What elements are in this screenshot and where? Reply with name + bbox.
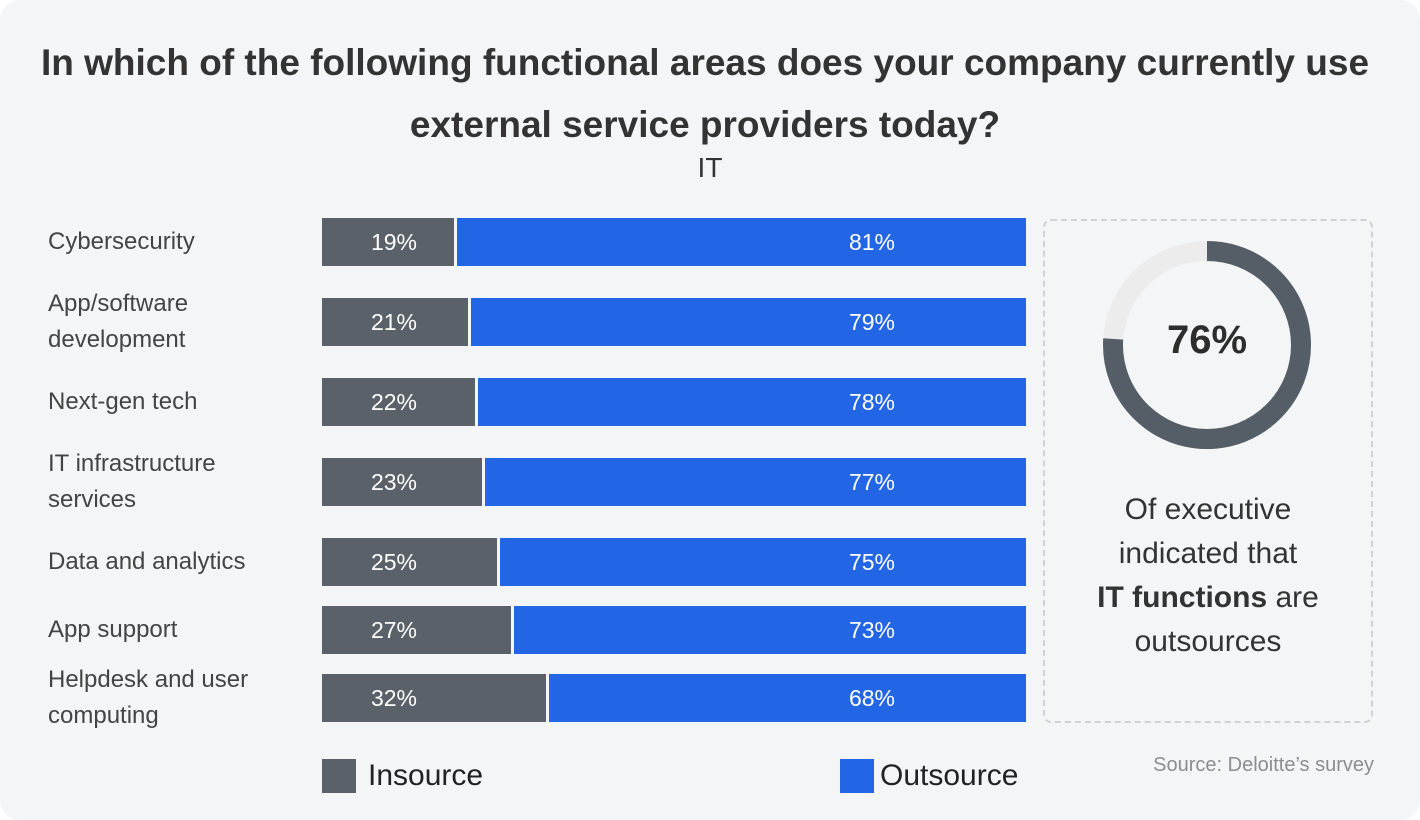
bar-insource	[322, 378, 476, 426]
bar-outsource	[499, 538, 1026, 586]
bar-insource	[322, 218, 455, 266]
value-label-outsource: 68%	[848, 685, 896, 711]
bar-outsource	[548, 674, 1026, 722]
legend-swatch-insource	[322, 759, 356, 793]
category-label: App/software development	[48, 290, 189, 353]
value-label-insource: 23%	[370, 469, 418, 495]
legend-label-insource: Insource	[368, 759, 484, 792]
category-label: Cybersecurity	[48, 228, 195, 255]
chart-subtitle: IT	[697, 152, 723, 183]
bar-outsource	[471, 298, 1026, 346]
callout-line: Of executive	[1124, 493, 1292, 526]
callout-bold: IT functions	[1097, 581, 1268, 614]
value-label-insource: 19%	[370, 229, 418, 255]
donut-value: 76%	[1166, 318, 1248, 362]
category-label: Next-gen tech	[48, 388, 198, 415]
value-label-outsource: 78%	[848, 389, 896, 415]
donut-arc	[1103, 241, 1311, 449]
bar-insource	[322, 458, 483, 506]
bar-outsource	[513, 606, 1026, 654]
callout-card	[1043, 219, 1373, 723]
callout-text: Of executive indicated that IT functions…	[1045, 488, 1371, 664]
value-label-insource: 21%	[370, 309, 418, 335]
legend-label-outsource: Outsource	[880, 759, 1019, 792]
bar-outsource	[478, 378, 1026, 426]
category-label: IT infrastructure services	[48, 450, 216, 513]
category-label: Helpdesk and user computing	[48, 666, 249, 729]
callout-line: indicated that	[1118, 537, 1298, 570]
callout-line: are	[1267, 581, 1319, 614]
value-label-outsource: 73%	[848, 617, 896, 643]
value-label-outsource: 81%	[848, 229, 896, 255]
bar-outsource	[485, 458, 1026, 506]
value-label-insource: 32%	[370, 685, 418, 711]
callout-line: outsources	[1134, 625, 1282, 658]
chart-title: In which of the following functional are…	[40, 42, 1370, 145]
value-label-insource: 22%	[370, 389, 418, 415]
bar-insource	[322, 674, 546, 722]
bar-outsource	[457, 218, 1026, 266]
donut-chart	[1103, 241, 1311, 449]
bar-insource	[322, 538, 497, 586]
legend-swatch-outsource	[840, 759, 874, 793]
value-label-outsource: 77%	[848, 469, 896, 495]
source-note: Source: Deloitte’s survey	[1153, 754, 1374, 776]
value-label-outsource: 75%	[848, 549, 896, 575]
value-label-outsource: 79%	[848, 309, 896, 335]
value-label-insource: 25%	[370, 549, 418, 575]
value-label-insource: 27%	[370, 617, 418, 643]
bar-insource	[322, 298, 469, 346]
bar-insource	[322, 606, 511, 654]
category-label: App support	[48, 616, 178, 643]
category-label: Data and analytics	[48, 548, 246, 575]
